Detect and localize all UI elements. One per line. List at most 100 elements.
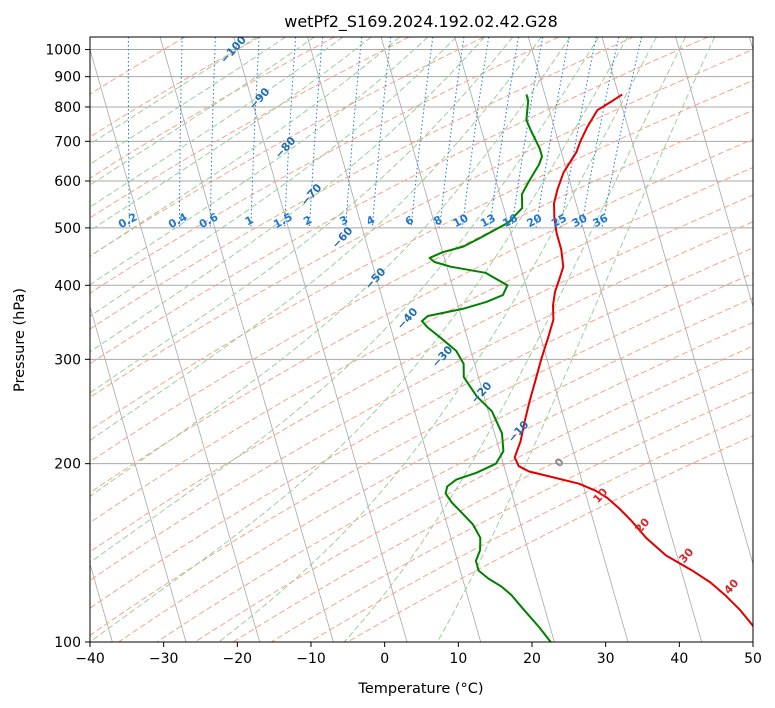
y-tick-label: 400	[54, 278, 81, 294]
dry-adiabat	[156, 321, 753, 642]
dry-adiabat	[90, 49, 753, 398]
isotherm-10	[454, 37, 629, 642]
mixing-ratio-line-30	[580, 37, 620, 228]
moist-adiabat	[90, 37, 457, 317]
dry-adiabat	[309, 413, 753, 642]
mixing-ratio-line-1.5	[284, 37, 297, 228]
moist-adiabat	[90, 37, 514, 394]
x-tick-label: 20	[523, 651, 541, 667]
mixing-ratio-line-4	[371, 37, 392, 228]
moist-adiabat	[90, 37, 571, 497]
isotherm-30	[601, 37, 753, 566]
mixing-ratio-line-8	[439, 37, 465, 228]
moist-adiabat	[90, 37, 372, 232]
y-axis: 100 200 300 400 500 600 700 800 900 1000	[45, 43, 90, 651]
mixing-ratio-line-0.2	[127, 37, 130, 228]
moist-adiabat	[90, 37, 343, 208]
dry-adiabat	[90, 37, 410, 219]
mixing-ratio-lines	[78, 37, 643, 228]
dry-adiabat	[90, 79, 753, 431]
dry-adiabat	[90, 37, 335, 179]
dry-adiabat	[232, 368, 753, 642]
dry-adiabat	[270, 391, 753, 642]
y-tick-label: 500	[54, 221, 81, 237]
dry-adiabat	[90, 37, 261, 138]
isotherm-label: −90	[246, 85, 272, 112]
profile-lines	[420, 93, 753, 642]
dewpoint-profile	[420, 94, 552, 642]
moist-adiabat	[90, 37, 542, 442]
dry-adiabat	[90, 247, 753, 609]
moist-adiabat	[90, 37, 485, 353]
mixing-ratio-line-6	[410, 37, 434, 228]
mixing-ratio-label: 6	[403, 213, 416, 228]
dry-adiabat	[90, 138, 753, 494]
moist-adiabat	[90, 37, 429, 286]
moist-adiabat	[90, 37, 286, 165]
y-tick-label: 1000	[45, 43, 81, 59]
mixing-ratio-line-13	[489, 37, 519, 228]
mixing-ratio-label: 2	[301, 213, 314, 228]
y-tick-label: 300	[54, 352, 81, 368]
moist-adiabat	[90, 37, 400, 258]
dry-adiabat	[90, 37, 559, 294]
x-tick-label: −20	[223, 651, 253, 667]
dry-adiabat	[90, 37, 485, 257]
isotherm-label: −80	[272, 134, 298, 161]
isotherm--50	[90, 305, 187, 642]
mixing-ratio-label: 3	[338, 213, 351, 228]
y-axis-label: Pressure (hPa)	[12, 288, 28, 392]
isotherm-40	[675, 37, 753, 309]
mixing-ratio-label: 16	[500, 211, 520, 230]
mixing-ratio-line-0.1	[78, 37, 82, 228]
dry-adiabat	[90, 109, 753, 463]
background-lines	[90, 37, 753, 642]
x-tick-label: 30	[597, 651, 615, 667]
x-tick-label: 50	[744, 651, 762, 667]
moist-adiabat	[343, 37, 687, 642]
moist-adiabat	[90, 37, 257, 145]
dry-adiabat	[347, 435, 753, 642]
isotherm-label: −70	[298, 181, 324, 208]
moist-adiabat	[90, 37, 315, 186]
y-tick-label: 100	[54, 635, 81, 651]
mixing-ratio-label: 0.1	[69, 210, 92, 231]
isotherm-label: −20	[468, 379, 494, 406]
x-tick-label: −30	[149, 651, 179, 667]
mixing-ratio-line-10	[461, 37, 490, 228]
moist-adiabat	[90, 37, 600, 564]
x-tick-label: 0	[380, 651, 389, 667]
y-tick-label: 900	[54, 70, 81, 86]
dry-adiabat	[90, 221, 753, 582]
dry-adiabat	[90, 166, 753, 524]
isotherm-label: −10	[505, 418, 531, 445]
mixing-ratio-line-20	[535, 37, 570, 228]
y-tick-label: 800	[54, 100, 81, 116]
isotherm-label: −40	[394, 305, 420, 332]
isotherm--30	[159, 37, 334, 642]
isotherm--40	[90, 48, 261, 642]
line-labels: −100−90−80−70−60−50−40−30−20−100.1 0.2 0.4…	[69, 37, 742, 597]
mixing-ratio-label: 8	[432, 213, 445, 228]
mixing-ratio-label: 30	[570, 211, 590, 230]
mixing-ratio-label: 4	[364, 213, 377, 228]
x-tick-label: −40	[75, 651, 105, 667]
isotherm-20	[528, 37, 703, 642]
moist-adiabat	[436, 37, 716, 642]
chart-title: wetPf2_S169.2024.192.02.42.G28	[284, 12, 558, 32]
moist-adiabat	[218, 37, 657, 642]
mixing-ratio-label: 25	[549, 211, 569, 230]
mixing-ratio-label: 20	[525, 211, 545, 230]
isotherm--20	[233, 37, 408, 642]
mixing-ratio-label: 10	[451, 211, 471, 230]
mixing-ratio-line-25	[560, 37, 597, 228]
y-tick-label: 600	[54, 174, 81, 190]
moist-adiabat-label: 20	[632, 515, 652, 535]
y-tick-label: 700	[54, 134, 81, 150]
x-axis: −40 −30 −20 −10 0 10 20 30 40 50	[75, 642, 762, 667]
mixing-ratio-label: 1	[243, 213, 256, 228]
plot-frame	[89, 36, 754, 643]
mixing-ratio-label: 13	[478, 211, 498, 230]
mixing-ratio-line-0.6	[209, 37, 216, 228]
